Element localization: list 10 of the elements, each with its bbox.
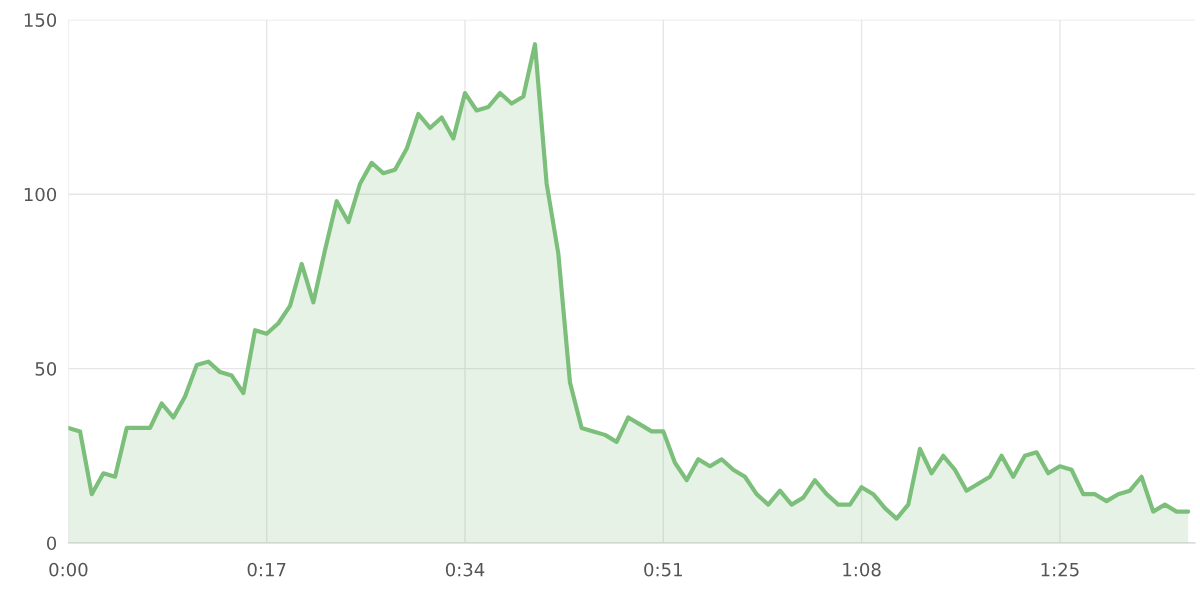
y-tick-label: 100 (24, 187, 57, 202)
x-tick-label: 0:34 (445, 562, 485, 577)
x-tick-label: 0:00 (49, 562, 88, 577)
y-tick-label: 50 (35, 362, 57, 376)
x-tick-label: 0:51 (644, 562, 682, 577)
x-tick-label: 0:17 (247, 562, 286, 577)
x-tick-label: 1:25 (1041, 562, 1079, 577)
y-tick-label: 0 (46, 536, 57, 551)
x-tick-label: 1:08 (843, 562, 881, 577)
y-tick-label: 150 (24, 13, 57, 27)
